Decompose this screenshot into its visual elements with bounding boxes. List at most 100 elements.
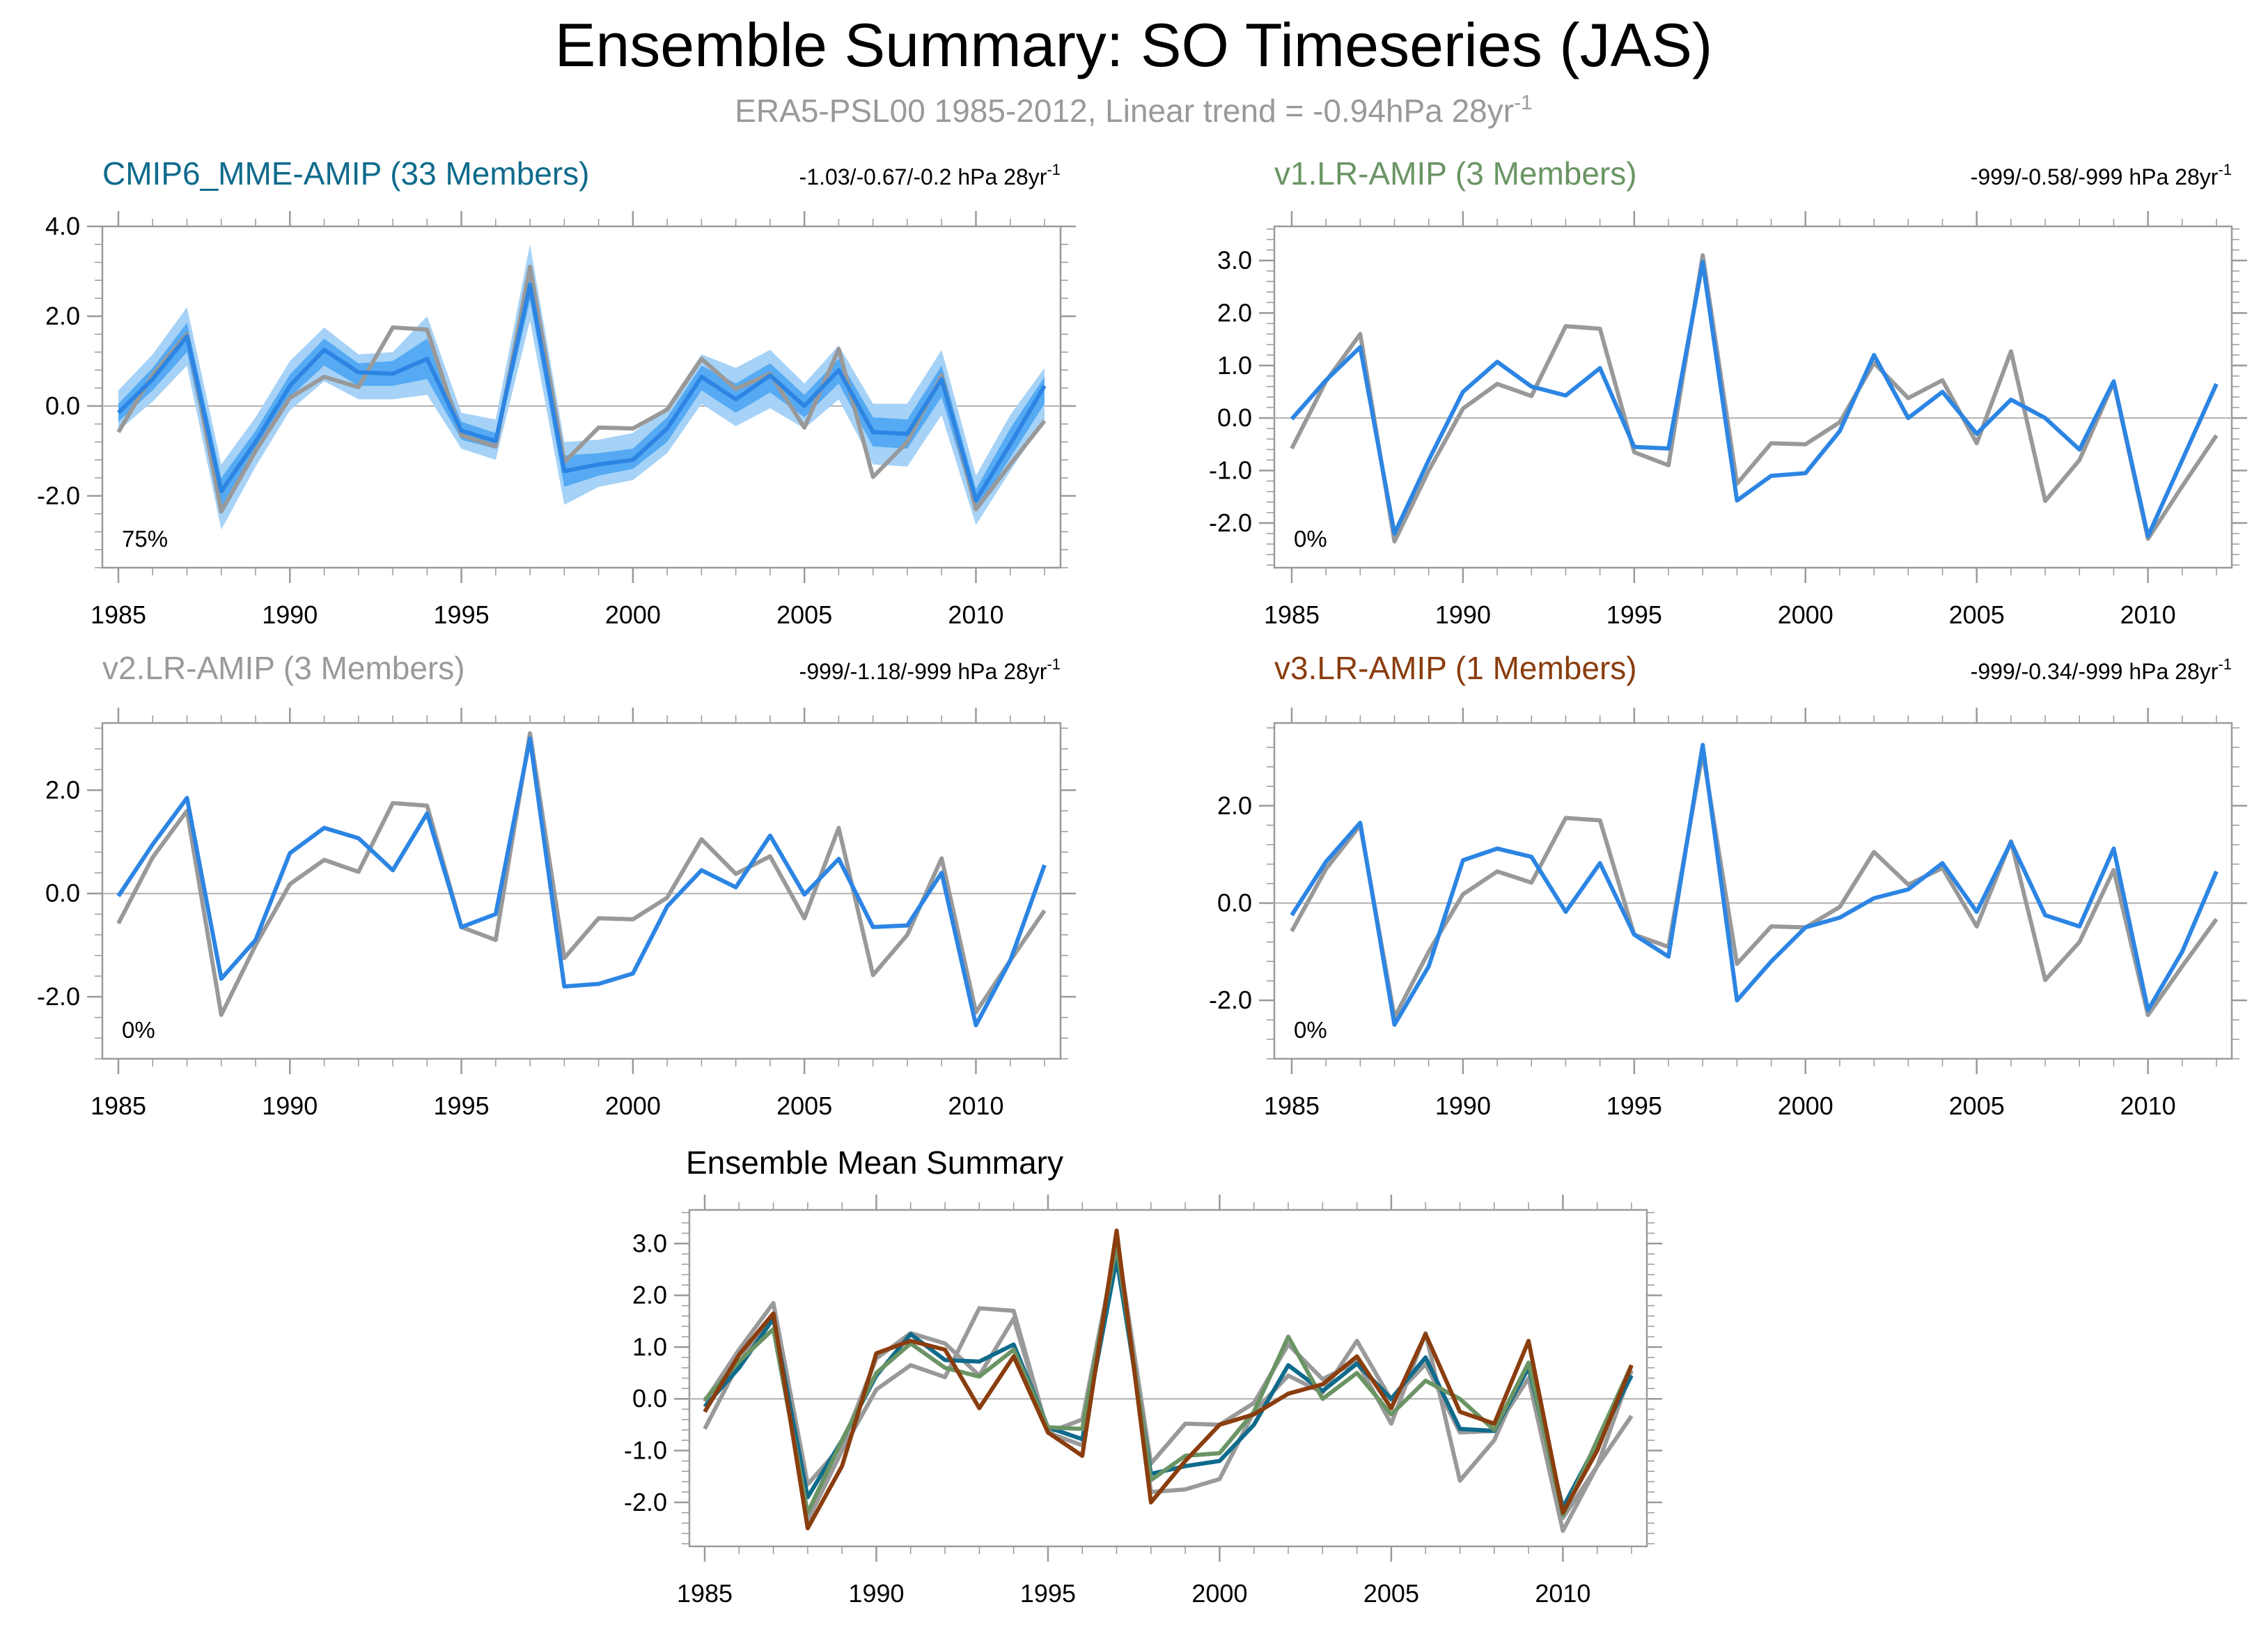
panel-v1.LR-AMIP: v1.LR-AMIP (3 Members) -999/-0.58/-999 hP…: [1209, 155, 2247, 629]
x-tick-label: 1985: [1264, 600, 1320, 629]
series-line-ERA5-PSL00: [703, 1236, 1634, 1523]
trend-label: -999/-0.34/-999 hPa 28yr-1: [1971, 655, 2232, 684]
model-line: [1290, 743, 2219, 1027]
percent-label: 0%: [1294, 526, 1327, 552]
x-tick-label: 2000: [1778, 1092, 1833, 1120]
panels: CMIP6_MME-AMIP (33 Members) -1.03/-0.67/-…: [37, 155, 2247, 1608]
model-line: [116, 282, 1047, 503]
y-tick-label: -2.0: [1209, 508, 1252, 537]
x-tick-label: 2000: [605, 600, 661, 629]
y-tick-label: 0.0: [45, 879, 80, 908]
x-tick-label: 1990: [1435, 1092, 1491, 1120]
main-title: Ensemble Summary: SO Timeseries (JAS): [555, 10, 1713, 79]
x-tick-label: 2010: [1535, 1579, 1590, 1608]
x-tick-label: 1995: [434, 1092, 490, 1120]
trend-sup: -1: [1047, 655, 1061, 673]
x-tick-label: 2005: [1363, 1579, 1419, 1608]
subtitle: ERA5-PSL00 1985-2012, Linear trend = -0.…: [735, 91, 1533, 129]
plot-frame: [101, 225, 1062, 569]
plot-frame: [688, 1209, 1648, 1548]
series-line-v2.LR-AMIP: [703, 1241, 1634, 1533]
spread-band-inner: [118, 269, 1045, 512]
x-tick-label: 2010: [948, 600, 1003, 629]
y-tick-label: 4.0: [45, 212, 80, 240]
x-tick-label: 2005: [776, 1092, 832, 1120]
subtitle-sup: -1: [1514, 91, 1533, 114]
x-tick-label: 1990: [1435, 600, 1491, 629]
trend-text: -999/-0.34/-999 hPa 28yr: [1971, 659, 2219, 684]
series-line-v1.LR-AMIP: [703, 1243, 1634, 1518]
model-line: [1290, 260, 2219, 538]
x-tick-label: 1990: [262, 1092, 318, 1120]
obs-line: [116, 265, 1047, 514]
x-tick-label: 1985: [91, 600, 146, 629]
y-tick-label: 1.0: [1217, 351, 1252, 380]
trend-text: -999/-1.18/-999 hPa 28yr: [799, 659, 1047, 684]
subtitle-text: ERA5-PSL00 1985-2012, Linear trend = -0.…: [735, 93, 1514, 129]
y-tick-label: -1.0: [1209, 456, 1252, 485]
y-tick-label: -1.0: [624, 1436, 667, 1465]
trend-label: -1.03/-0.67/-0.2 hPa 28yr-1: [799, 161, 1061, 189]
x-tick-label: 2000: [1778, 600, 1833, 629]
y-tick-label: 2.0: [1217, 298, 1252, 327]
y-tick-label: 0.0: [1217, 888, 1252, 917]
x-tick-label: 1995: [1606, 600, 1662, 629]
percent-label: 75%: [122, 526, 168, 552]
obs-line: [1290, 749, 2219, 1020]
x-tick-label: 1985: [1264, 1092, 1320, 1120]
series-line-v3.LR-AMIP: [703, 1228, 1634, 1530]
trend-text: -1.03/-0.67/-0.2 hPa 28yr: [799, 164, 1047, 189]
plot-frame: [1273, 225, 2233, 569]
x-tick-label: 1990: [262, 600, 318, 629]
panel-v2.LR-AMIP: v2.LR-AMIP (3 Members) -999/-1.18/-999 hP…: [37, 650, 1076, 1120]
panel-title: Ensemble Mean Summary: [686, 1144, 1063, 1181]
panel-title: v2.LR-AMIP (3 Members): [102, 650, 465, 686]
trend-text: -999/-0.58/-999 hPa 28yr: [1971, 164, 2219, 189]
plot-frame: [101, 722, 1062, 1060]
y-tick-label: 2.0: [632, 1281, 667, 1310]
y-tick-label: 0.0: [632, 1384, 667, 1413]
panel-ensemble-mean: Ensemble Mean Summary 1985 1990 1995 2000 200…: [624, 1144, 1662, 1608]
x-tick-label: 2005: [776, 600, 832, 629]
x-tick-label: 2005: [1949, 600, 2005, 629]
y-tick-label: -2.0: [37, 982, 80, 1011]
x-tick-label: 2010: [2120, 1092, 2176, 1120]
x-tick-label: 2010: [2120, 600, 2176, 629]
y-tick-label: 3.0: [1217, 246, 1252, 274]
trend-sup: -1: [2218, 655, 2232, 673]
y-tick-label: 2.0: [1217, 791, 1252, 820]
x-tick-label: 1985: [677, 1579, 733, 1608]
x-tick-label: 1995: [1020, 1579, 1076, 1608]
panel-v3.LR-AMIP: v3.LR-AMIP (1 Members) -999/-0.34/-999 hP…: [1209, 650, 2247, 1120]
x-tick-label: 2010: [948, 1092, 1003, 1120]
percent-label: 0%: [122, 1017, 155, 1043]
x-tick-label: 1990: [848, 1579, 904, 1608]
obs-line: [1290, 253, 2219, 544]
plot-frame: [1273, 722, 2233, 1060]
panel-title: v1.LR-AMIP (3 Members): [1274, 155, 1637, 192]
y-tick-label: 0.0: [45, 391, 80, 420]
y-tick-label: -2.0: [624, 1488, 667, 1516]
panel-CMIP6_MME-AMIP: CMIP6_MME-AMIP (33 Members) -1.03/-0.67/-…: [37, 155, 1076, 629]
trend-sup: -1: [2218, 161, 2232, 178]
trend-sup: -1: [1047, 161, 1061, 178]
trend-label: -999/-1.18/-999 hPa 28yr-1: [799, 655, 1061, 684]
spread-band-outer: [118, 244, 1045, 530]
x-tick-label: 2000: [1191, 1579, 1247, 1608]
x-tick-label: 1985: [91, 1092, 146, 1120]
x-tick-label: 1995: [1606, 1092, 1662, 1120]
panel-title: v3.LR-AMIP (1 Members): [1274, 650, 1637, 686]
y-tick-label: 3.0: [632, 1229, 667, 1257]
model-line: [116, 736, 1047, 1027]
panel-title: CMIP6_MME-AMIP (33 Members): [102, 155, 590, 192]
trend-label: -999/-0.58/-999 hPa 28yr-1: [1971, 161, 2232, 189]
x-tick-label: 1995: [434, 600, 490, 629]
y-tick-label: 2.0: [45, 302, 80, 330]
y-tick-label: 0.0: [1217, 403, 1252, 432]
y-tick-label: 1.0: [632, 1333, 667, 1361]
x-tick-label: 2005: [1949, 1092, 2005, 1120]
y-tick-label: 2.0: [45, 775, 80, 804]
x-tick-label: 2000: [605, 1092, 661, 1120]
obs-line: [116, 731, 1047, 1017]
